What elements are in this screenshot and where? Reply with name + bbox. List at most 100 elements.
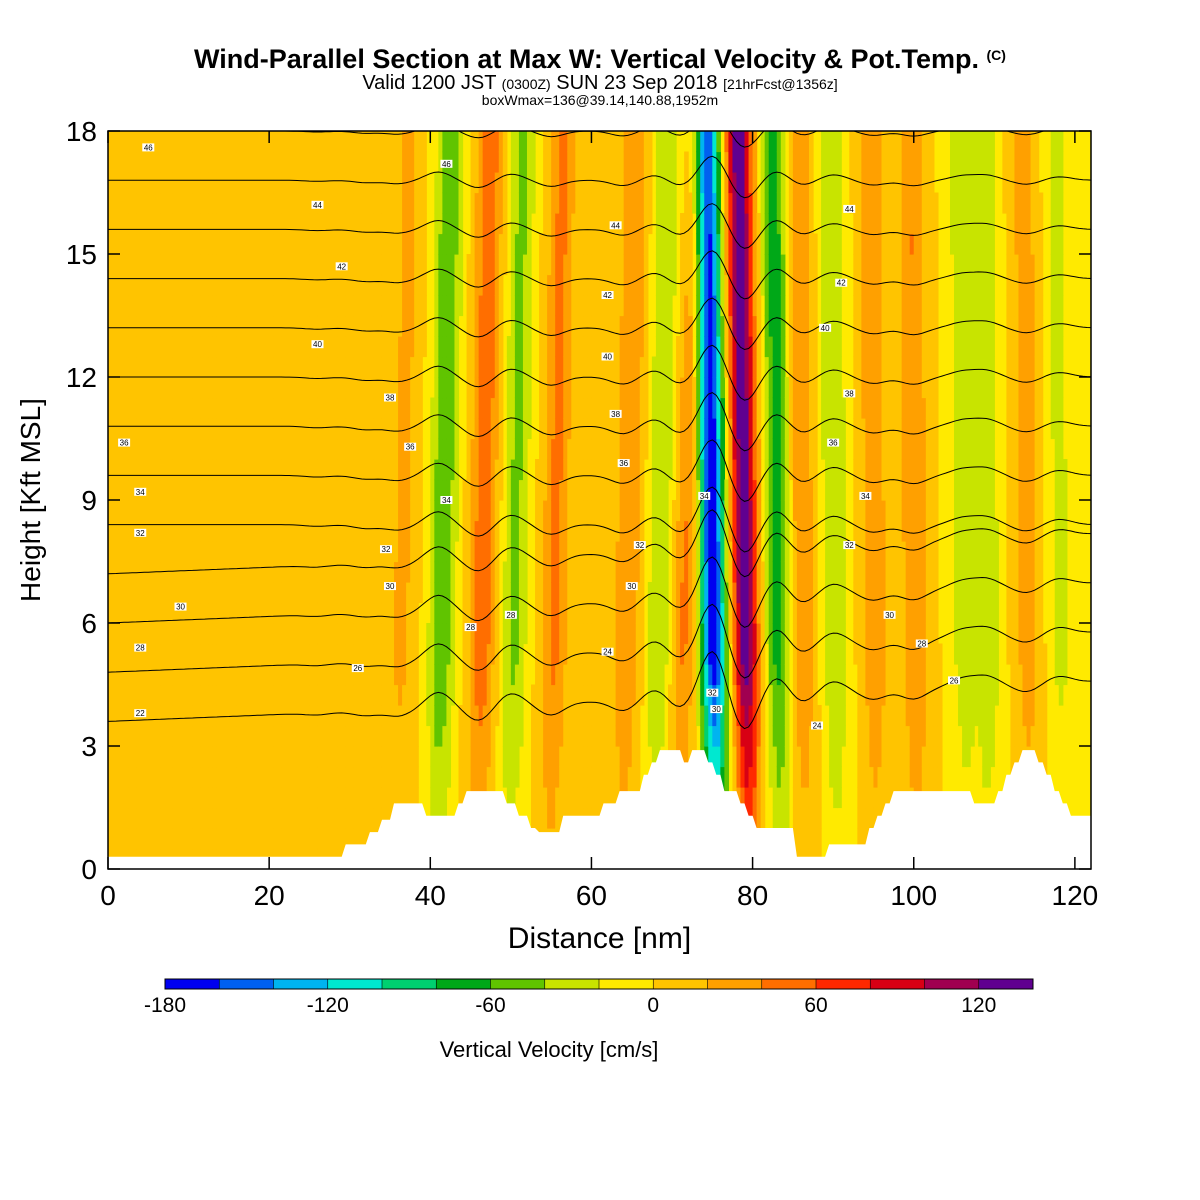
w-cell <box>261 274 266 296</box>
w-cell <box>236 807 242 829</box>
w-cell <box>708 541 713 563</box>
w-cell <box>301 746 307 768</box>
w-cell <box>257 766 262 788</box>
w-cell <box>180 459 186 481</box>
w-cell <box>369 766 375 788</box>
w-cell <box>394 356 399 378</box>
w-cell <box>663 192 669 214</box>
w-cell <box>236 828 242 850</box>
w-cell <box>700 705 705 727</box>
w-cell <box>341 172 347 194</box>
w-cell <box>651 725 657 747</box>
w-cell <box>164 787 170 809</box>
w-cell <box>579 500 584 522</box>
w-cell <box>535 643 540 665</box>
w-cell <box>220 787 226 809</box>
w-cell <box>643 172 649 194</box>
w-cell <box>120 438 125 460</box>
w-cell <box>631 500 637 522</box>
w-cell <box>655 274 661 296</box>
w-cell <box>337 684 343 706</box>
w-cell <box>204 233 210 255</box>
w-cell <box>672 274 677 296</box>
w-cell <box>224 397 230 419</box>
w-cell <box>317 459 323 481</box>
w-cell <box>667 459 673 481</box>
w-cell <box>136 151 141 173</box>
w-cell <box>132 828 137 850</box>
w-cell <box>160 643 166 665</box>
w-cell <box>381 725 387 747</box>
w-cell <box>478 336 484 358</box>
w-cell <box>116 746 121 768</box>
w-cell <box>643 233 649 255</box>
w-cell <box>414 438 419 460</box>
w-cell <box>659 295 665 317</box>
w-cell <box>273 254 278 276</box>
w-cell <box>196 520 202 542</box>
w-cell <box>607 295 613 317</box>
w-cell <box>361 418 367 440</box>
w-cell <box>385 643 391 665</box>
w-cell <box>337 807 343 829</box>
w-cell <box>365 295 371 317</box>
w-cell <box>369 787 375 809</box>
w-cell <box>365 459 371 481</box>
w-cell <box>373 192 379 214</box>
w-cell <box>390 643 395 665</box>
w-cell <box>398 684 403 706</box>
w-cell <box>543 807 548 829</box>
w-cell <box>402 561 407 583</box>
w-cell <box>172 377 178 399</box>
w-cell <box>216 131 222 153</box>
w-cell <box>341 766 347 788</box>
w-cell <box>180 295 186 317</box>
w-cell <box>595 356 601 378</box>
w-cell <box>587 664 593 686</box>
w-cell <box>333 213 339 235</box>
w-cell <box>192 192 198 214</box>
w-cell <box>402 151 407 173</box>
w-cell <box>639 664 645 686</box>
w-cell <box>265 254 270 276</box>
w-cell <box>531 787 536 809</box>
w-cell <box>188 664 194 686</box>
w-cell <box>124 664 129 686</box>
w-cell <box>708 233 713 255</box>
w-cell <box>559 295 564 317</box>
w-cell <box>188 397 194 419</box>
w-cell <box>563 541 568 563</box>
w-cell <box>317 520 323 542</box>
w-cell <box>583 561 589 583</box>
w-cell <box>353 520 359 542</box>
w-cell <box>309 315 315 337</box>
w-cell <box>305 172 311 194</box>
w-cell <box>607 623 613 645</box>
w-cell <box>168 459 174 481</box>
w-cell <box>120 479 125 501</box>
w-cell <box>349 213 355 235</box>
w-cell <box>381 438 387 460</box>
w-cell <box>148 725 153 747</box>
w-cell <box>249 192 254 214</box>
w-cell <box>216 254 222 276</box>
w-cell <box>208 787 214 809</box>
w-cell <box>579 459 584 481</box>
w-cell <box>446 356 452 378</box>
w-cell <box>438 766 443 788</box>
valid-time: Valid 1200 JST <box>362 72 497 94</box>
w-cell <box>196 295 202 317</box>
w-cell <box>486 602 492 624</box>
w-cell <box>410 561 415 583</box>
w-cell <box>337 131 343 153</box>
w-cell <box>394 684 399 706</box>
w-cell <box>309 643 315 665</box>
w-cell <box>466 582 472 604</box>
w-cell <box>305 377 311 399</box>
w-cell <box>321 233 327 255</box>
w-cell <box>196 582 202 604</box>
w-cell <box>180 807 186 829</box>
w-cell <box>494 295 500 317</box>
w-cell <box>591 438 597 460</box>
w-cell <box>269 438 274 460</box>
